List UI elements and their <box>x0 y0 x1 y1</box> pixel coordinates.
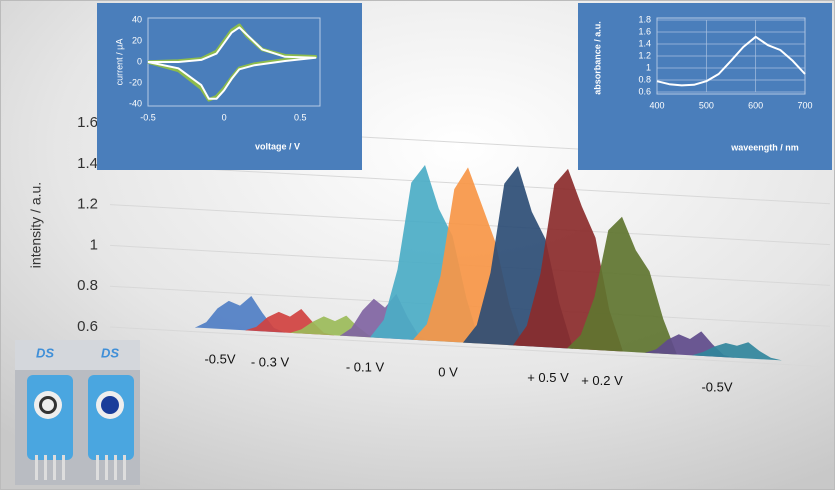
series-label: 0 V <box>438 364 458 379</box>
y-tick-label: 0 <box>137 56 142 66</box>
series-label: -0.5V <box>204 352 235 367</box>
x-axis-label: voltage / V <box>255 141 300 151</box>
x-tick-label: 400 <box>649 100 664 110</box>
y-tick-label: 1.4 <box>77 155 98 172</box>
area <box>692 342 782 361</box>
y-tick-label: 1 <box>646 62 651 72</box>
y-tick-label: 1.6 <box>638 26 651 36</box>
y-tick-label: 0.6 <box>77 318 98 335</box>
cv-inset: -0.5 0 0.5 -40 -20 0 20 40 voltage / V current / … <box>97 3 362 170</box>
y-tick-label: 20 <box>132 35 142 45</box>
y-tick-label: 1 <box>90 236 98 253</box>
x-tick-label: 0.5 <box>294 112 307 122</box>
y-tick-label: 1.6 <box>77 114 98 131</box>
y-tick-label: 0.8 <box>77 277 98 294</box>
electrode <box>27 375 73 480</box>
series-label: + 0.5 V <box>527 370 569 385</box>
y-axis-label: absorbance / a.u. <box>592 21 602 95</box>
x-tick-label: 600 <box>748 100 763 110</box>
electrode <box>88 375 134 480</box>
x-tick-label: -0.5 <box>140 112 156 122</box>
grid-line <box>109 326 831 368</box>
absorbance-inset: 400 500 600 700 0.6 0.8 1 1.2 1.4 1.6 1.8 waveength… <box>578 3 832 170</box>
y-tick-label: 0.6 <box>638 86 651 96</box>
x-tick-label: 500 <box>699 100 714 110</box>
y-tick-label: 1.8 <box>638 14 651 24</box>
x-tick-label: 700 <box>797 100 812 110</box>
photo-label: DS <box>101 345 119 360</box>
y-tick-label: -40 <box>129 98 142 108</box>
y-tick-label: 1.4 <box>638 38 651 48</box>
line <box>656 35 806 87</box>
y-tick-label: 1.2 <box>638 50 651 60</box>
series-label: -0.5V <box>701 379 732 394</box>
inset-bg <box>578 3 832 170</box>
series-label: - 0.3 V <box>251 354 290 369</box>
series-label: - 0.1 V <box>346 360 385 375</box>
x-tick-label: 0 <box>222 112 227 122</box>
photo-label: DS <box>36 345 54 360</box>
area <box>567 216 677 355</box>
photo-bg <box>15 340 140 370</box>
y-tick-label: 40 <box>132 14 142 24</box>
photo: DS DS <box>15 340 140 485</box>
y-axis-label: current / μA <box>114 39 124 86</box>
main-chart: 0.6 0.8 1 1.2 1.4 1.6 intensity / a.u. -0.5V - 0… <box>28 114 831 394</box>
y-tick-label: 0.8 <box>638 74 651 84</box>
y-tick-label: -20 <box>129 77 142 87</box>
y-tick-label: 1.2 <box>77 196 98 213</box>
series-label: + 0.2 V <box>581 373 623 388</box>
y-axis-label: intensity / a.u. <box>28 182 44 268</box>
line <box>147 26 317 100</box>
x-axis-label: waveength / nm <box>730 142 799 152</box>
